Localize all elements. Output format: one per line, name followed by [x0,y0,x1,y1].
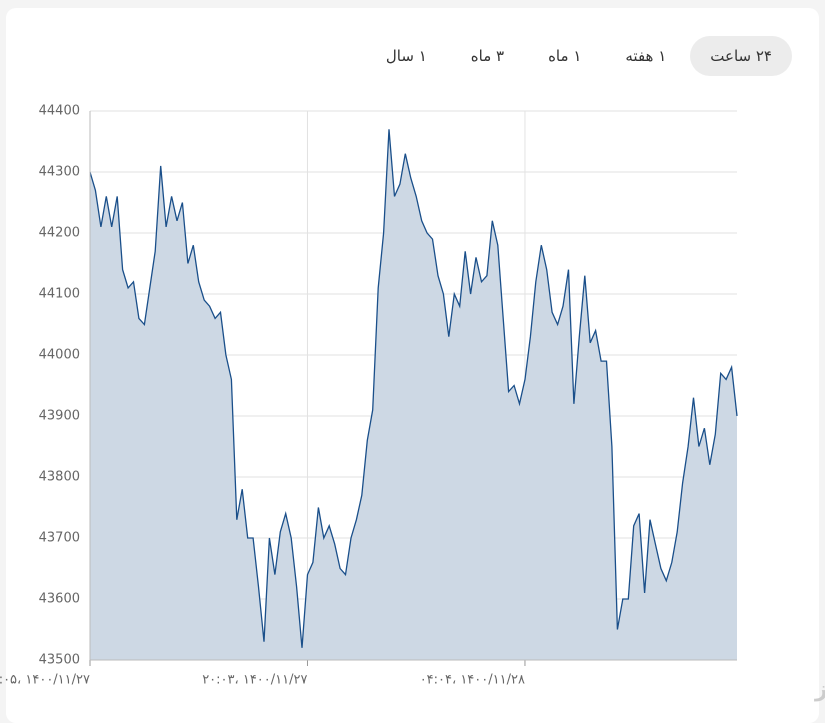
y-tick-label: 44200 [39,226,80,241]
range-tab[interactable]: ۳ ماه [470,47,505,65]
y-tick-label: 44100 [39,287,80,302]
y-tick-label: 43700 [39,531,80,546]
x-tick-label: ۱۴۰۰/۱۱/۲۸ ،۰۴:۰۴ [420,673,525,688]
price-line [89,129,738,648]
tabs: ۲۴ ساعت ۱ هفته ۱ ماه ۳ ماه ۱ سال [366,36,792,76]
range-tab[interactable]: ۲۴ ساعت [690,36,792,76]
range-tab[interactable]: ۱ ماه [548,47,582,65]
y-tick-label: 43800 [39,470,80,485]
y-tick-label: 43600 [39,592,80,607]
y-tick-label: 44000 [39,348,80,363]
x-tick-label: ۱۴۰۰/۱۱/۲۷ ،۱۲:۰۵ [0,673,90,688]
watermark: ساعد نیوز [814,677,825,702]
y-tick-label: 43500 [39,653,80,668]
x-tick-label: ۱۴۰۰/۱۱/۲۷ ،۲۰:۰۳ [202,673,307,688]
y-tick-label: 44400 [39,104,80,119]
y-tick-label: 44300 [39,165,80,180]
area-fill [90,129,737,661]
range-tab[interactable]: ۱ سال [385,47,427,65]
range-tab[interactable]: ۱ هفته [625,47,667,65]
y-tick-label: 43900 [39,409,80,424]
